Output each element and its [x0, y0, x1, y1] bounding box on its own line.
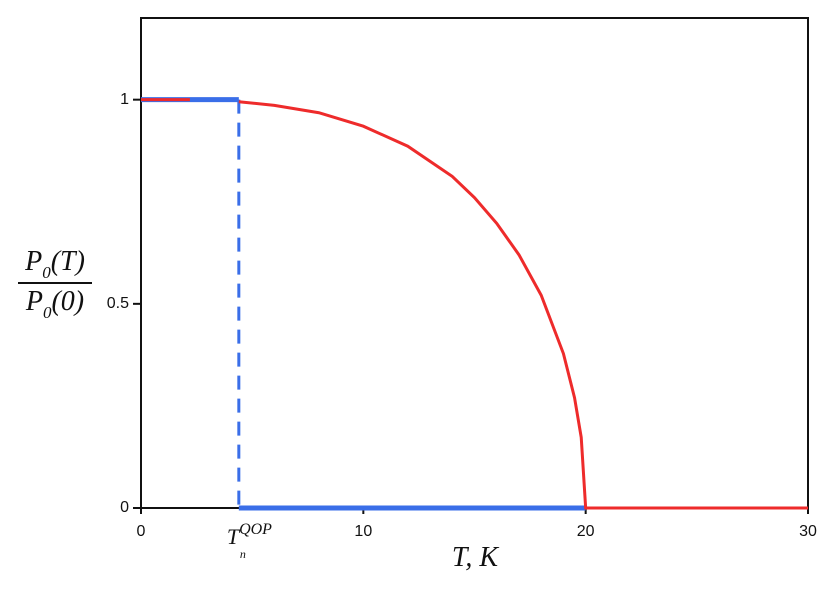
annotation: TQOP n — [227, 521, 272, 561]
y-tick-label: 0 — [120, 499, 129, 516]
y-label-numerator: P0(T) — [24, 246, 85, 282]
argument: (0) — [51, 286, 84, 317]
x-tick-label: 20 — [577, 523, 595, 540]
series-line — [238, 100, 808, 510]
annotation-superscript: QOP — [239, 521, 272, 538]
x-axis-label: T, K — [452, 542, 499, 573]
y-tick-label: 1 — [120, 91, 129, 108]
annotation-subscript: n — [240, 547, 246, 561]
symbol: P — [24, 246, 42, 277]
argument: (T) — [51, 246, 85, 277]
plot-frame — [140, 17, 809, 509]
subscript: 0 — [43, 303, 52, 322]
y-axis-label: P0(T) P0(0) — [18, 246, 92, 322]
y-label-denominator: P0(0) — [25, 286, 84, 322]
symbol: P — [25, 286, 43, 317]
subscript: 0 — [42, 263, 51, 282]
y-tick-label: 0.5 — [107, 295, 129, 312]
annotation-symbol: T — [227, 524, 241, 549]
x-tick-label: 30 — [799, 523, 817, 540]
x-tick-label: 10 — [354, 523, 372, 540]
x-tick-label: 0 — [137, 523, 146, 540]
